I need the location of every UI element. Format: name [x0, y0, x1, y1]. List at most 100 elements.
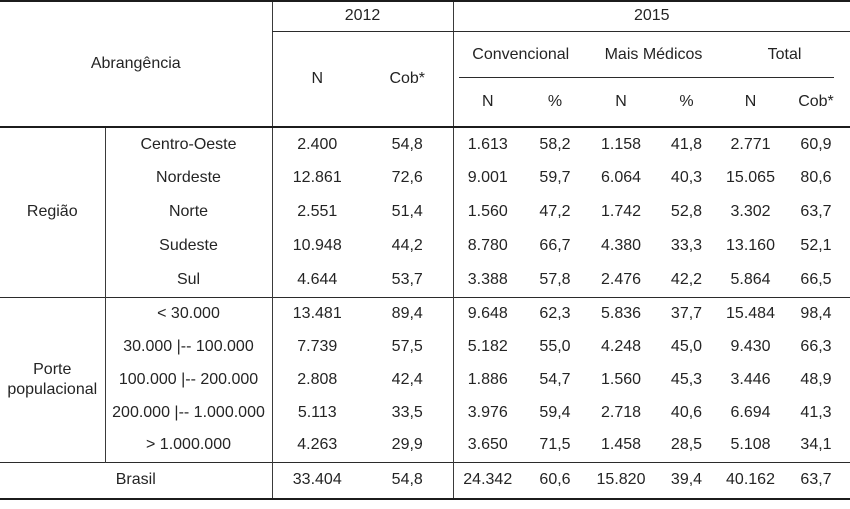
cell-mm-pct: 40,6 — [670, 403, 703, 421]
cell-conv-n: 1.560 — [452, 195, 522, 229]
cell-conv-n: 8.780 — [452, 229, 522, 263]
cell-cob-2012: 54,8 — [362, 461, 453, 499]
cell-cob-2012: 44,2 — [391, 237, 423, 254]
cell-conv-pct: 62,3 — [522, 296, 588, 330]
table-row: 100.000 |-- 200.000 2.808 42,4 1.886 54,… — [0, 363, 850, 396]
table-row: 30.000 |-- 100.000 7.739 57,5 5.182 55,0… — [0, 330, 850, 363]
cell-n-2012: 2.400 — [271, 127, 362, 161]
cell-mm-n: 4.248 — [600, 337, 642, 355]
cell-n-2012: 4.263 — [271, 429, 362, 462]
group-porte-populacional: Porte populacional — [0, 296, 105, 462]
table-row: Nordeste 12.861 72,6 9.001 59,7 6.064 40… — [0, 161, 850, 195]
table-row: Norte 2.551 51,4 1.560 47,2 1.742 52,8 3… — [0, 195, 850, 229]
cell-label: > 1.000.000 — [104, 429, 272, 462]
row-brasil: Brasil 33.404 54,8 24.342 60,6 15.820 39… — [0, 461, 850, 499]
cell-conv-pct: 59,7 — [539, 169, 571, 186]
header-mais-medicos: Mais Médicos — [588, 31, 719, 78]
cell-n-2012: 2.808 — [271, 363, 362, 396]
cell-mm-pct: 37,7 — [654, 296, 719, 330]
cell-total-cob: 66,5 — [800, 270, 832, 288]
header-mm-pct: % — [654, 78, 719, 128]
header-total-n: N — [719, 78, 782, 128]
cell-total-cob: 60,9 — [800, 135, 832, 153]
cell-conv-n: 9.648 — [452, 296, 522, 330]
cell-total-n: 9.430 — [730, 337, 771, 355]
cell-conv-pct: 57,8 — [539, 270, 571, 288]
cell-cob-2012: 53,7 — [391, 270, 423, 288]
cell-label: 100.000 |-- 200.000 — [104, 363, 272, 396]
cell-conv-pct: 59,4 — [539, 403, 571, 421]
table-row: Porte populacional < 30.000 13.481 89,4 … — [0, 296, 850, 462]
header-2015: 2015 — [452, 1, 850, 32]
cell-n-2012: 7.739 — [271, 330, 362, 363]
cell-cob-2012: 54,8 — [391, 135, 423, 153]
header-convencional: Convencional — [452, 31, 588, 78]
cell-n-2012: 4.644 — [271, 263, 362, 297]
cell-n-2012: 2.551 — [271, 195, 362, 229]
cell-cob-2012: 89,4 — [362, 296, 453, 330]
cell-total-cob: 52,1 — [800, 237, 832, 254]
cell-mm-pct: 42,2 — [670, 270, 703, 288]
cell-total-cob: 98,4 — [782, 296, 850, 330]
table-row: N Cob* Convencional Mais Médicos Total — [0, 31, 850, 128]
cell-mm-pct: 45,3 — [670, 370, 703, 388]
cell-n-2012: 13.481 — [271, 296, 362, 330]
table-row: Região Centro-Oeste 2.400 54,8 1.613 58,… — [0, 127, 850, 220]
cell-mm-pct: 52,8 — [670, 203, 703, 220]
cell-cob-2012: 57,5 — [391, 337, 423, 355]
cell-conv-pct: 47,2 — [539, 203, 571, 220]
cell-total-n: 13.160 — [726, 237, 775, 254]
cell-total-n: 2.771 — [730, 135, 771, 153]
cell-conv-n: 1.613 — [452, 127, 522, 161]
cell-label: < 30.000 — [104, 296, 272, 330]
cell-n-2012: 33.404 — [271, 461, 362, 499]
cell-total-cob: 34,1 — [800, 436, 832, 454]
table-row: Abrangência 2012 2015 — [0, 1, 850, 128]
cell-mm-n: 2.476 — [600, 270, 642, 288]
cell-conv-pct: 66,7 — [539, 237, 571, 254]
cell-total-cob: 41,3 — [800, 403, 832, 421]
cell-mm-n: 4.380 — [600, 237, 642, 254]
cell-n-2012: 10.948 — [271, 229, 362, 263]
cell-total-cob: 66,3 — [800, 337, 832, 355]
header-conv-n: N — [452, 78, 522, 128]
cell-cob-2012: 51,4 — [391, 203, 423, 220]
cell-conv-n: 9.001 — [452, 161, 522, 195]
cell-total-n: 3.446 — [730, 370, 771, 388]
cell-total-n: 5.864 — [730, 270, 771, 288]
table-row: Sudeste 10.948 44,2 8.780 66,7 4.380 33,… — [0, 229, 850, 263]
cell-total-n: 15.484 — [719, 296, 782, 330]
cell-total-cob: 48,9 — [800, 370, 832, 388]
cell-label: Nordeste — [104, 161, 272, 195]
cell-mm-n: 1.560 — [600, 370, 642, 388]
cell-mm-n: 1.458 — [600, 436, 642, 454]
cell-label: Norte — [104, 195, 272, 229]
cell-n-2012: 5.113 — [271, 396, 362, 429]
cell-mm-pct: 28,5 — [670, 436, 703, 454]
cell-total-cob: 63,7 — [782, 461, 850, 499]
header-2012: 2012 — [271, 1, 453, 32]
cell-total-cob: 63,7 — [800, 203, 832, 220]
cell-conv-pct: 71,5 — [539, 436, 571, 454]
cell-label: Sudeste — [104, 229, 272, 263]
cell-conv-pct: 60,6 — [522, 461, 588, 499]
cell-conv-n: 5.182 — [452, 330, 522, 363]
cell-conv-pct: 55,0 — [539, 337, 571, 355]
table-row: > 1.000.000 4.263 29,9 3.650 71,5 1.458 … — [0, 429, 850, 462]
cell-label: 200.000 |-- 1.000.000 — [104, 396, 272, 429]
cell-cob-2012: 33,5 — [391, 403, 423, 421]
header-cob-2012: Cob* — [362, 31, 453, 128]
header-total: Total — [719, 31, 850, 78]
cell-label: Centro-Oeste — [104, 127, 272, 161]
cell-total-n: 40.162 — [719, 461, 782, 499]
cell-mm-pct: 33,3 — [670, 237, 703, 254]
cell-mm-n: 1.742 — [600, 203, 642, 220]
cell-conv-pct: 54,7 — [539, 370, 571, 388]
cell-label: 30.000 |-- 100.000 — [104, 330, 272, 363]
table-row: N % N % N Cob* — [0, 78, 850, 128]
cell-n-2012: 12.861 — [271, 161, 362, 195]
cell-cob-2012: 29,9 — [391, 436, 423, 454]
cell-mm-n: 6.064 — [600, 169, 642, 186]
